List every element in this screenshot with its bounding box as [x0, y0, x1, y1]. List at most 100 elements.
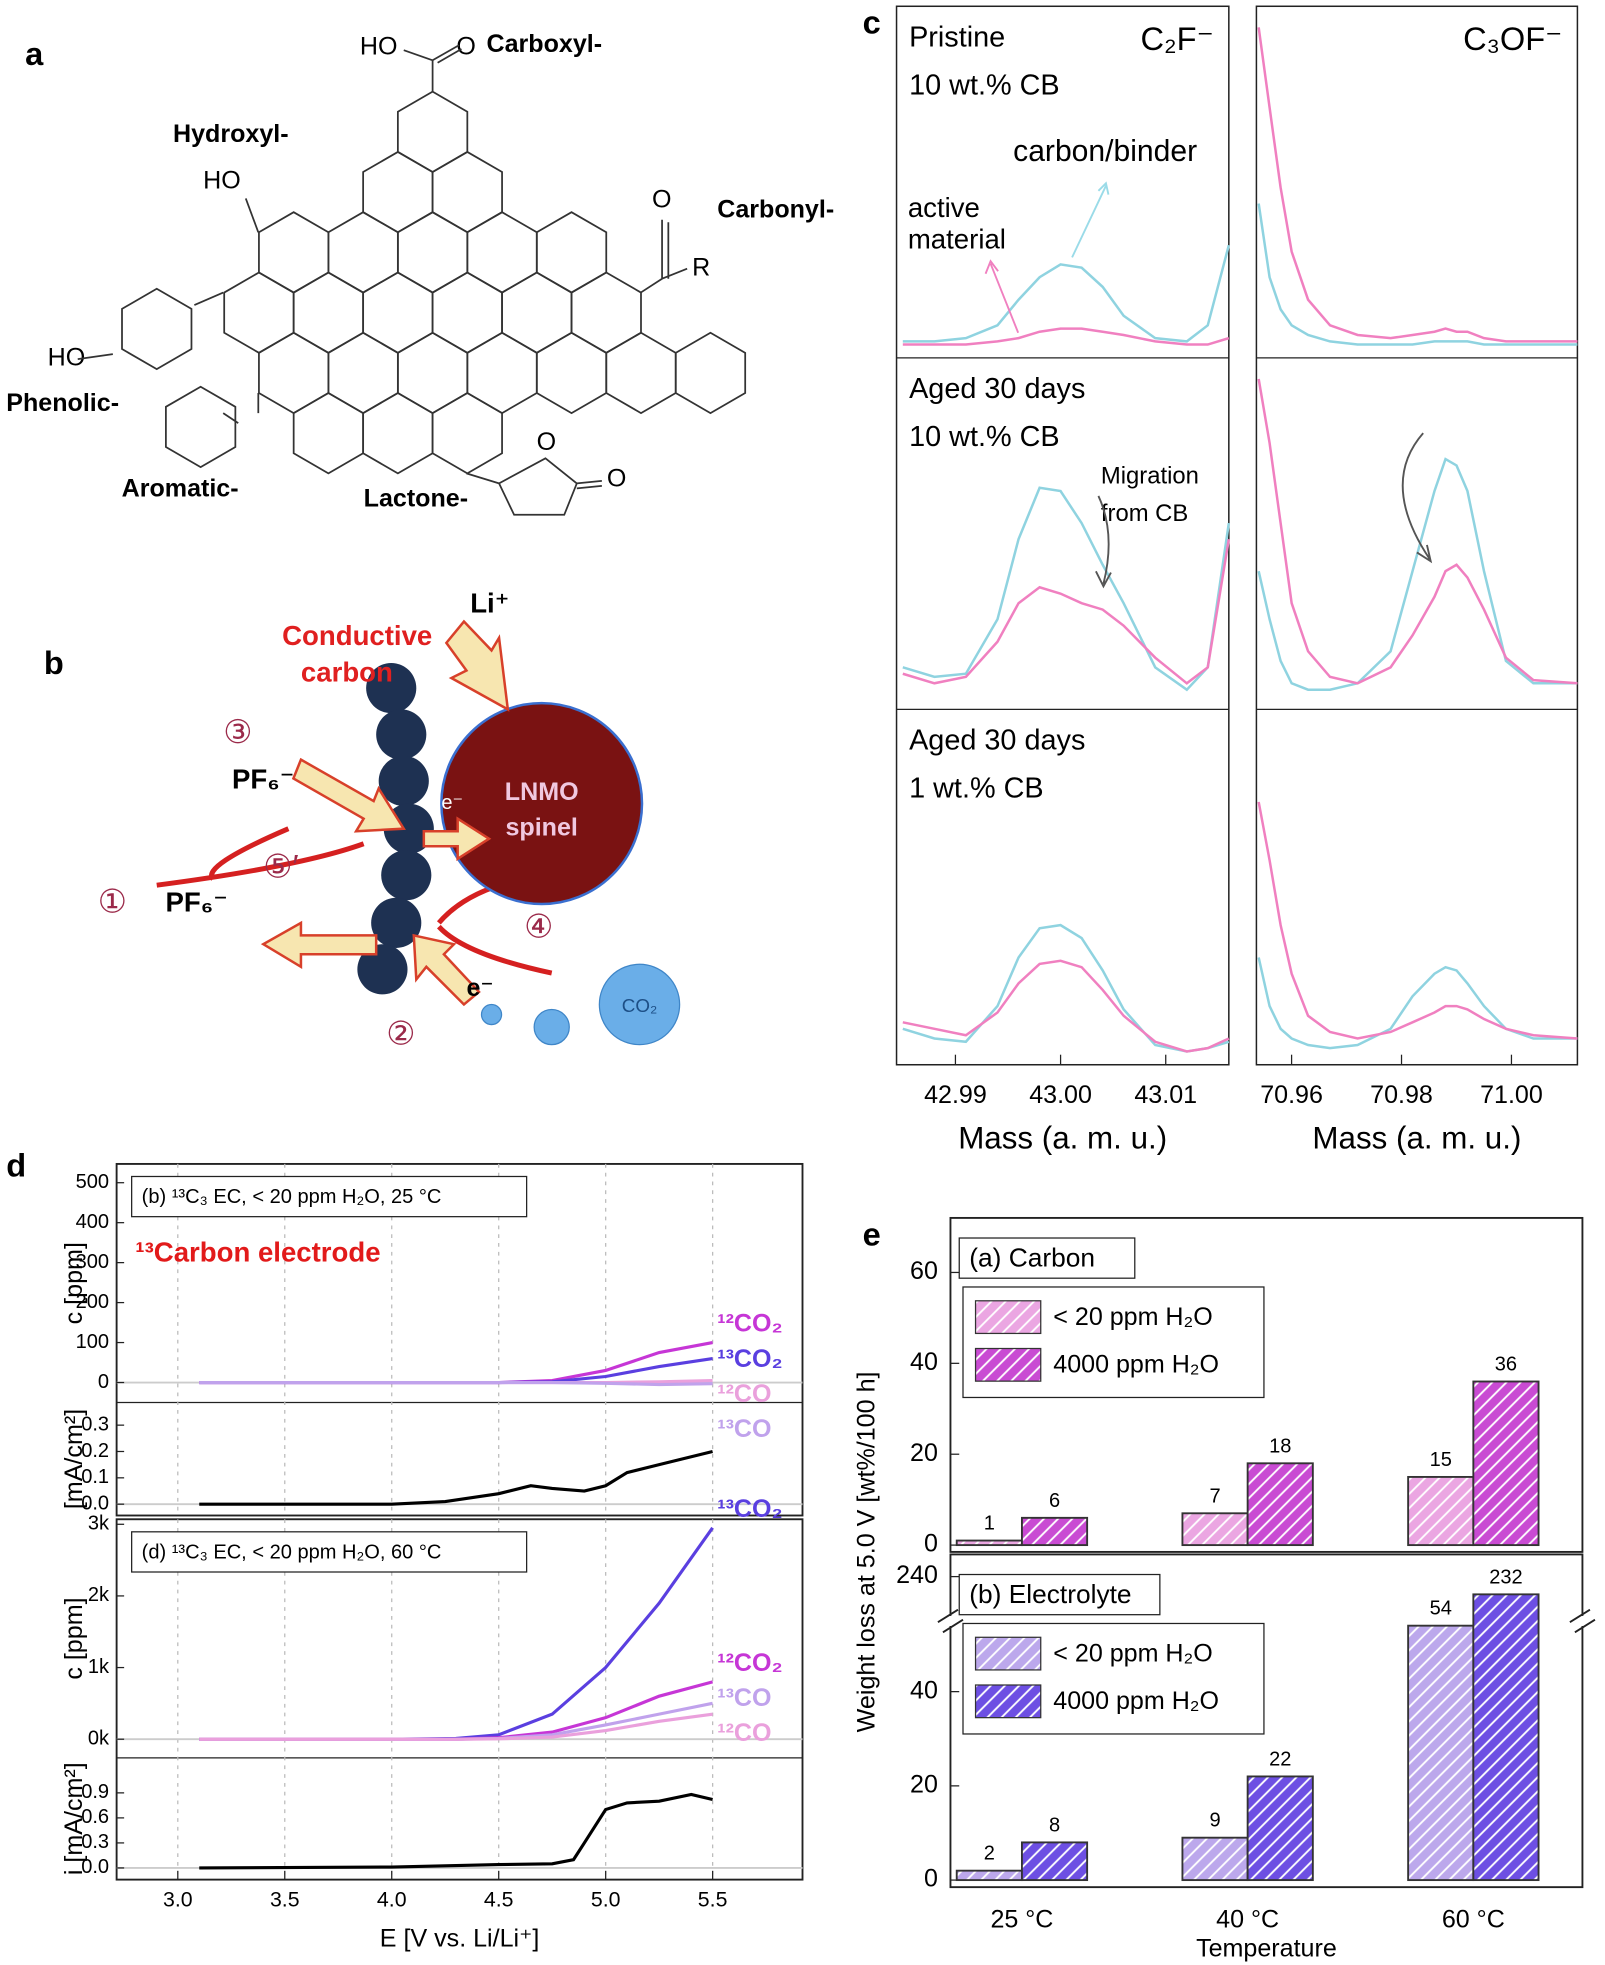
carbon-particle	[371, 897, 422, 948]
annotation-arrow	[1401, 432, 1433, 564]
y-tick-label: 200	[76, 1291, 109, 1313]
y-tick-label: 240	[896, 1561, 938, 1589]
arrow	[260, 920, 378, 970]
panel-label: b	[44, 644, 64, 681]
hexagon	[396, 90, 469, 174]
panel-b: b Conductive carbon Li⁺ ③ PF₆⁻ LNMO spin…	[44, 587, 681, 1051]
y-tick-label: 0.3	[81, 1831, 109, 1853]
group-label: Aromatic-	[122, 474, 239, 502]
y-tick-label: 40	[910, 1676, 938, 1704]
annotation-arrow	[984, 259, 1020, 334]
bond	[403, 44, 462, 92]
spectrum-line	[902, 244, 1231, 343]
spectrum-line	[1257, 801, 1578, 1040]
step-number: ⑤′	[263, 847, 298, 884]
y-tick-label: 40	[910, 1348, 938, 1376]
label: PF₆⁻	[166, 886, 228, 917]
label: carbon	[301, 657, 393, 688]
subplot-frame	[949, 1216, 1584, 1553]
x-tick-label: 70.96	[1260, 1081, 1323, 1109]
gas-line	[199, 1341, 713, 1385]
panel-a: a Carboxyl- Hydroxyl- Carbonyl- Phenolic…	[6, 30, 834, 513]
label: PF₆⁻	[232, 763, 294, 794]
spectrum-line	[1257, 27, 1578, 343]
carbon-chain	[357, 662, 434, 995]
panel-label: a	[25, 35, 44, 72]
carbon-particle	[381, 850, 432, 901]
x-tick-label: 3.5	[270, 1888, 300, 1912]
hexagon	[165, 385, 237, 469]
x-tick-label: 40 °C	[1216, 1906, 1279, 1934]
gas-line	[199, 1701, 713, 1741]
arrows	[260, 619, 510, 1007]
annotation: Migration	[1101, 462, 1199, 489]
series-label: ¹²CO₂	[717, 1310, 782, 1338]
value-label: 2	[984, 1843, 995, 1865]
bond	[244, 198, 260, 233]
hexagon	[431, 271, 503, 354]
y-axis-label: c [ppm]	[60, 1242, 88, 1324]
x-tick-label: 70.98	[1370, 1081, 1433, 1109]
column-title: C₂F⁻	[1140, 20, 1213, 57]
y-tick-label: 100	[76, 1331, 109, 1353]
bar	[955, 1869, 1023, 1882]
bubble	[598, 963, 681, 1046]
spectrum-line	[1257, 457, 1578, 691]
panel-label: c	[863, 4, 881, 41]
row-label: Aged 30 days	[909, 373, 1085, 405]
arrow	[412, 933, 481, 1007]
x-tick-label: 5.5	[698, 1888, 728, 1912]
bubble	[533, 1008, 570, 1046]
legend-text: (b) ¹³C₃ EC, < 20 ppm H₂O, 25 °C	[142, 1186, 442, 1208]
y-tick-label: 0	[98, 1371, 109, 1393]
carbon-particle	[366, 662, 417, 714]
series-label: ¹²CO	[717, 1380, 771, 1408]
label: e⁻	[466, 974, 493, 1002]
hexagon	[674, 331, 747, 415]
legend-swatch	[974, 1636, 1042, 1671]
hexagon	[121, 287, 193, 371]
bar	[955, 1539, 1023, 1547]
hexagon	[223, 271, 295, 354]
annotation-arrow	[1095, 495, 1112, 589]
title-box	[958, 1573, 1161, 1616]
annotation: material	[908, 223, 1006, 254]
lnmo-particle	[440, 701, 644, 906]
bar	[1246, 1462, 1314, 1547]
y-tick-label: 1k	[88, 1656, 110, 1678]
y-tick-label: 0.3	[81, 1413, 109, 1435]
annotation: carbon/binder	[1013, 135, 1197, 168]
legend-swatch	[974, 1347, 1042, 1382]
y-tick-label: 20	[910, 1770, 938, 1798]
axis-break	[937, 1608, 964, 1634]
x-axis-label: Temperature	[1196, 1935, 1337, 1963]
annotation: from CB	[1101, 500, 1188, 527]
hexagon	[396, 331, 469, 415]
gas-line	[199, 1356, 713, 1385]
hexagon	[396, 211, 469, 294]
note: ¹³Carbon electrode	[135, 1237, 380, 1268]
bar	[1020, 1516, 1089, 1547]
legend-text: (d) ¹³C₃ EC, < 20 ppm H₂O, 60 °C	[142, 1541, 442, 1563]
subplot-title: (a) Carbon	[969, 1242, 1095, 1272]
label: LNMO	[505, 778, 579, 806]
bar	[1472, 1380, 1540, 1547]
arrow	[291, 757, 406, 833]
panel-label: d	[6, 1146, 26, 1183]
series-label: ¹³CO	[717, 1684, 771, 1712]
step-number: ④	[524, 908, 553, 945]
x-tick-label: 60 °C	[1442, 1906, 1505, 1934]
spectrum-line	[1257, 957, 1578, 1050]
series-label: ¹³CO₂	[717, 1345, 782, 1373]
hexagon	[258, 331, 330, 415]
legend-text: < 20 ppm H₂O	[1053, 1639, 1212, 1667]
step-number: ①	[98, 883, 127, 920]
bar	[1181, 1836, 1249, 1882]
y-tick-label: 0	[924, 1530, 938, 1558]
legend-text: < 20 ppm H₂O	[1053, 1303, 1212, 1331]
bond	[77, 353, 113, 360]
y-tick-label: 400	[76, 1211, 109, 1233]
row-label: Pristine	[909, 22, 1005, 54]
